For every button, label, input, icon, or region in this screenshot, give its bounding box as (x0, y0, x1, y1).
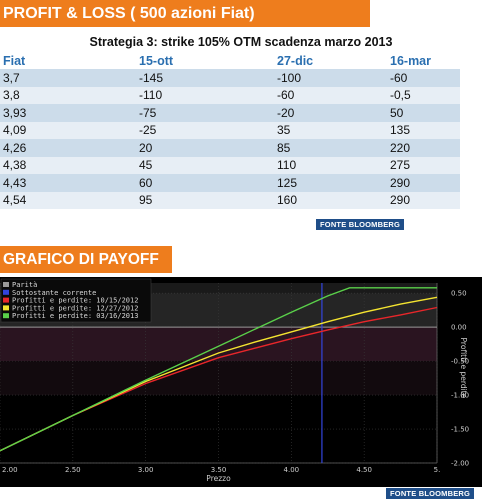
cell-27-dic: -20 (274, 104, 387, 122)
cell-price: 4,26 (0, 139, 136, 157)
cell-price: 4,43 (0, 174, 136, 192)
cell-16-mar: -0,5 (387, 86, 460, 104)
cell-price: 4,38 (0, 156, 136, 174)
x-tick-label: 2.00 (2, 466, 18, 474)
cell-16-mar: 275 (387, 156, 460, 174)
legend-box (0, 278, 152, 323)
y-axis-label: Profitti e perdite (459, 338, 468, 399)
plot-band (0, 361, 437, 396)
table-row: 4,09 -25 35 135 (0, 121, 460, 139)
reference-lines (0, 283, 437, 463)
cell-27-dic: 125 (274, 174, 387, 192)
cell-price: 3,8 (0, 86, 136, 104)
table-header-row: Fiat 15-ott 27-dic 16-mar (0, 52, 460, 69)
series-line-profitti-e-perdite-10-15-2012 (0, 306, 438, 452)
y-axis-ticks: 0.50 0.00 -0.50 -1.00 -1.50 -2.00 (451, 290, 469, 468)
cell-27-dic: 35 (274, 121, 387, 139)
legend-label: Profitti e perdite: 03/16/2013 (12, 312, 138, 320)
x-axis-ticks: 2.00 2.50 3.00 3.50 4.00 4.50 5. (2, 466, 440, 474)
table-row: 4,54 95 160 290 (0, 191, 460, 209)
col-header-27-dic: 27-dic (277, 53, 314, 68)
cell-15-ott: -110 (136, 86, 274, 104)
cell-27-dic: -60 (274, 86, 387, 104)
legend-label: Sottostante corrente (12, 289, 96, 297)
cell-27-dic: -100 (274, 69, 387, 87)
cell-15-ott: 45 (136, 156, 274, 174)
x-tick-label: 4.00 (284, 466, 300, 474)
plot-band (0, 327, 437, 362)
table-row: 4,38 45 110 275 (0, 156, 460, 174)
y-tick-label: -0.50 (451, 358, 469, 366)
cell-27-dic: 160 (274, 191, 387, 209)
pl-table: Fiat 15-ott 27-dic 16-mar 3,7 -145 -100 -60… (0, 52, 460, 209)
col-header-fiat: Fiat (3, 53, 26, 68)
table-row: 3,93 -75 -20 50 (0, 104, 460, 122)
cell-price: 3,7 (0, 69, 136, 87)
x-tick-label: 5. (434, 466, 441, 474)
table-row: 3,8 -110 -60 -0,5 (0, 86, 460, 104)
cell-16-mar: 50 (387, 104, 460, 122)
cell-16-mar: 290 (387, 191, 460, 209)
cell-15-ott: -25 (136, 121, 274, 139)
legend-swatch (3, 282, 9, 287)
x-tick-label: 4.50 (356, 466, 372, 474)
cell-27-dic: 110 (274, 156, 387, 174)
y-tick-label: -1.00 (451, 392, 469, 400)
table-row: 4,26 20 85 220 (0, 139, 460, 157)
cell-15-ott: 20 (136, 139, 274, 157)
cell-price: 4,09 (0, 121, 136, 139)
legend-swatch (3, 289, 9, 295)
cell-16-mar: 290 (387, 174, 460, 192)
cell-16-mar: 135 (387, 121, 460, 139)
source-label-chart: FONTE BLOOMBERG (386, 488, 475, 499)
legend-swatch (3, 297, 9, 303)
cell-16-mar: -60 (387, 69, 460, 87)
strategy-subtitle: Strategia 3: strike 105% OTM scadenza ma… (89, 35, 393, 49)
cell-price: 3,93 (0, 104, 136, 122)
y-tick-label: 0.00 (451, 324, 467, 332)
x-tick-label: 3.50 (211, 466, 227, 474)
cell-16-mar: 220 (387, 139, 460, 157)
table-row: 4,43 60 125 290 (0, 174, 460, 192)
x-tick-label: 2.50 (65, 466, 81, 474)
legend-label: Parità (12, 281, 37, 289)
col-header-16-mar: 16-mar (390, 53, 431, 68)
legend-label: Profitti e perdite: 12/27/2012 (12, 304, 138, 312)
series-lines (0, 287, 438, 452)
x-tick-label: 3.00 (138, 466, 154, 474)
cell-15-ott: 95 (136, 191, 274, 209)
legend-label: Profitti e perdite: 10/15/2012 (12, 297, 138, 305)
y-tick-label: 0.50 (451, 290, 467, 298)
payoff-chart-container: Parità Sottostante corrente Profitti e per… (0, 277, 482, 492)
y-tick-label: -1.50 (451, 426, 469, 434)
legend-swatch (3, 305, 9, 311)
cell-27-dic: 85 (274, 139, 387, 157)
y-tick-label: -2.00 (451, 460, 469, 468)
pl-header: PROFIT & LOSS ( 500 azioni Fiat) (0, 0, 370, 27)
cell-price: 4,54 (0, 191, 136, 209)
plot-band (0, 283, 437, 294)
x-axis-label: Prezzo (206, 474, 231, 483)
source-label-table: FONTE BLOOMBERG (316, 219, 405, 230)
table-row: 3,7 -145 -100 -60 (0, 69, 460, 87)
col-header-15-ott: 15-ott (139, 53, 174, 68)
cell-15-ott: 60 (136, 174, 274, 192)
series-line-profitti-e-perdite-03-16-2013 (0, 287, 437, 452)
cell-15-ott: -145 (136, 69, 274, 87)
cell-15-ott: -75 (136, 104, 274, 122)
payoff-header: GRAFICO DI PAYOFF (0, 246, 172, 273)
legend-swatch (3, 313, 9, 319)
